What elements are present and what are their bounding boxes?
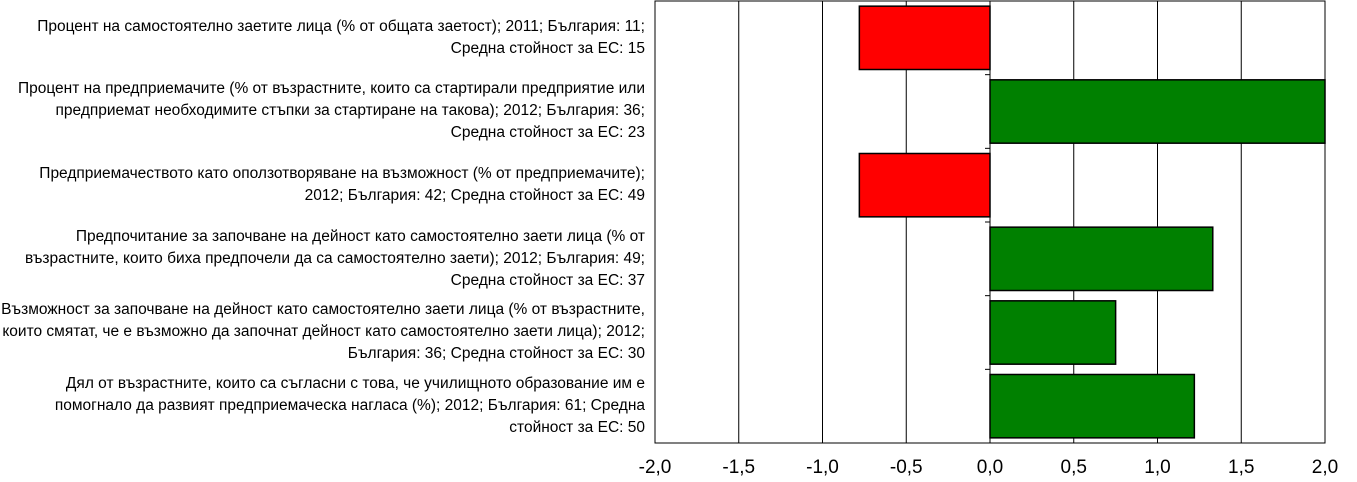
bar <box>989 79 1326 144</box>
x-tick-label: -0,5 <box>890 457 923 478</box>
x-tick-label: 2,0 <box>1312 457 1338 478</box>
bar <box>989 373 1196 439</box>
category-label: Предпочитание за започване на дейност ка… <box>25 227 645 289</box>
x-tick-label: 1,5 <box>1228 457 1254 478</box>
category-label: Предприемачеството като оползотворяване … <box>39 165 645 205</box>
x-tick-label: 0,5 <box>1061 457 1087 478</box>
bar <box>858 5 991 71</box>
x-tick-label: -1,5 <box>722 457 755 478</box>
category-label: Процент на самостоятелно заетите лица (%… <box>37 17 645 57</box>
x-tick-label: -1,0 <box>806 457 839 478</box>
x-tick-label: 1,0 <box>1144 457 1170 478</box>
bar <box>989 300 1117 365</box>
x-tick-label: 0,0 <box>977 457 1003 478</box>
bar <box>989 226 1214 292</box>
bar <box>858 152 991 218</box>
category-label: Дял от възрастните, които са съгласни с … <box>54 375 645 437</box>
x-tick-label: -2,0 <box>639 457 672 478</box>
category-label: Възможност за започване на дейност като … <box>1 301 645 363</box>
category-label: Процент на предприемачите (% от възрастн… <box>17 80 645 142</box>
